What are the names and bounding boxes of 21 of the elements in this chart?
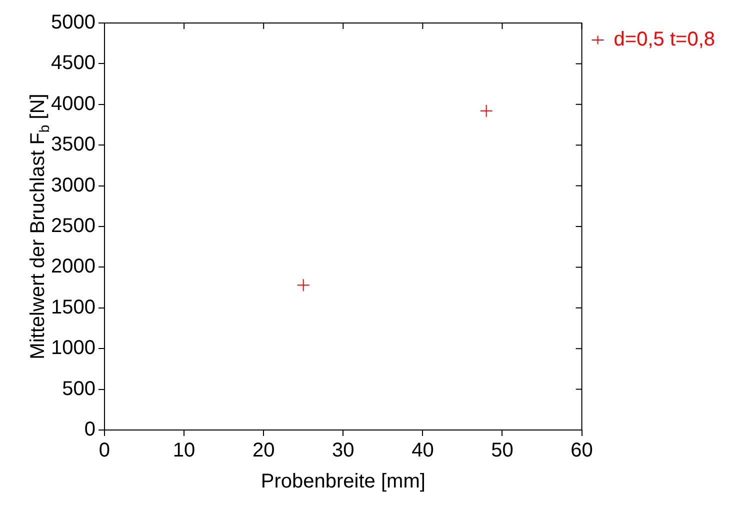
x-tick-label: 40 — [412, 440, 434, 462]
x-tick-label: 50 — [491, 440, 514, 462]
y-tick-label: 5000 — [50, 12, 96, 34]
y-tick-label: 3500 — [50, 134, 96, 156]
y-tick-label: 2500 — [50, 215, 96, 238]
x-tick-label: 30 — [332, 440, 354, 462]
y-tick-label: 1000 — [50, 337, 96, 360]
y-tick-label: 500 — [62, 378, 96, 400]
x-tick-label: 10 — [172, 440, 196, 462]
x-axis-title: Probenbreite [mm] — [260, 470, 426, 493]
y-axis-title: Mittelwert der Bruchlast Fb [N] — [27, 94, 52, 360]
y-tick-label: 3000 — [50, 174, 96, 196]
y-tick-label: 4000 — [50, 92, 96, 115]
x-tick-label: 20 — [252, 440, 275, 462]
y-tick-label: 4500 — [50, 52, 96, 74]
x-tick-label: 60 — [570, 440, 593, 462]
y-tick-label: 1500 — [50, 296, 96, 318]
y-tick-label: 2000 — [50, 256, 96, 278]
legend-label: d=0,5 t=0,8 — [614, 28, 715, 51]
y-tick-label: 0 — [84, 418, 96, 441]
x-tick-label: 0 — [98, 440, 110, 462]
